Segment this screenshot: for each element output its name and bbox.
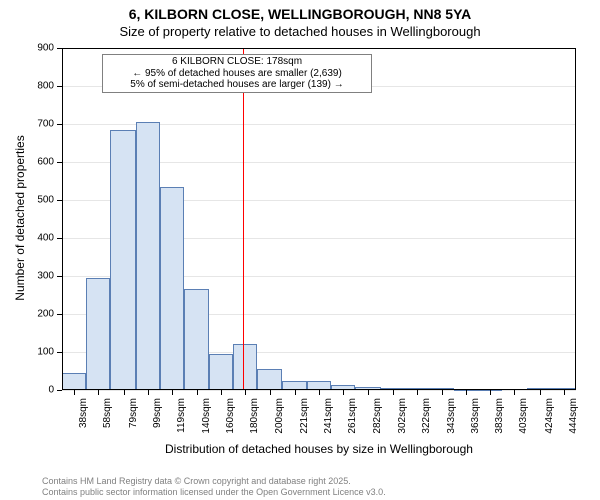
y-tick-label: 100 <box>24 347 54 358</box>
x-tick-label: 119sqm <box>176 398 187 443</box>
plot-area <box>62 48 576 390</box>
y-tick-label: 0 <box>24 385 54 396</box>
x-tick-mark <box>319 390 320 395</box>
annotation-box: 6 KILBORN CLOSE: 178sqm ← 95% of detache… <box>102 54 372 93</box>
x-tick-mark <box>270 390 271 395</box>
y-tick-mark <box>57 390 62 391</box>
annotation-line-1: 6 KILBORN CLOSE: 178sqm <box>107 56 367 68</box>
y-tick-label: 300 <box>24 271 54 282</box>
x-tick-mark <box>490 390 491 395</box>
x-tick-label: 99sqm <box>152 398 163 443</box>
y-tick-mark <box>57 276 62 277</box>
y-tick-label: 700 <box>24 119 54 130</box>
y-axis-label: Number of detached properties <box>13 47 27 389</box>
x-tick-mark <box>124 390 125 395</box>
x-tick-label: 302sqm <box>397 398 408 443</box>
y-tick-label: 400 <box>24 233 54 244</box>
x-tick-label: 241sqm <box>323 398 334 443</box>
x-tick-label: 200sqm <box>274 398 285 443</box>
histogram-bar <box>86 278 110 390</box>
x-tick-label: 38sqm <box>78 398 89 443</box>
y-tick-label: 500 <box>24 195 54 206</box>
x-tick-mark <box>245 390 246 395</box>
x-tick-label: 444sqm <box>568 398 579 443</box>
y-tick-mark <box>57 48 62 49</box>
x-tick-mark <box>172 390 173 395</box>
histogram-bar <box>307 381 331 391</box>
y-tick-label: 900 <box>24 43 54 54</box>
y-tick-mark <box>57 86 62 87</box>
chart-title-sub: Size of property relative to detached ho… <box>0 24 600 39</box>
x-tick-mark <box>197 390 198 395</box>
chart-container: 6, KILBORN CLOSE, WELLINGBOROUGH, NN8 5Y… <box>0 0 600 500</box>
x-tick-label: 261sqm <box>347 398 358 443</box>
x-tick-label: 383sqm <box>494 398 505 443</box>
x-tick-mark <box>343 390 344 395</box>
histogram-bar <box>184 289 209 390</box>
y-tick-label: 800 <box>24 81 54 92</box>
x-axis-label: Distribution of detached houses by size … <box>62 442 576 456</box>
histogram-bar <box>282 381 307 391</box>
histogram-bar <box>62 373 86 390</box>
grid-line <box>62 48 576 49</box>
x-tick-label: 343sqm <box>446 398 457 443</box>
x-tick-label: 403sqm <box>518 398 529 443</box>
x-tick-mark <box>148 390 149 395</box>
y-tick-mark <box>57 352 62 353</box>
x-tick-mark <box>74 390 75 395</box>
x-tick-label: 140sqm <box>201 398 212 443</box>
x-tick-label: 322sqm <box>421 398 432 443</box>
x-tick-mark <box>466 390 467 395</box>
reference-line <box>243 48 244 390</box>
y-tick-label: 200 <box>24 309 54 320</box>
x-tick-label: 58sqm <box>102 398 113 443</box>
x-tick-mark <box>417 390 418 395</box>
x-tick-mark <box>295 390 296 395</box>
x-tick-mark <box>393 390 394 395</box>
histogram-bar <box>209 354 233 390</box>
histogram-bar <box>257 369 281 390</box>
x-tick-label: 363sqm <box>470 398 481 443</box>
x-tick-label: 79sqm <box>128 398 139 443</box>
annotation-line-3: 5% of semi-detached houses are larger (1… <box>107 79 367 91</box>
histogram-bar <box>110 130 135 390</box>
histogram-bar <box>136 122 160 390</box>
x-tick-label: 160sqm <box>225 398 236 443</box>
x-tick-mark <box>368 390 369 395</box>
x-tick-mark <box>221 390 222 395</box>
y-tick-mark <box>57 314 62 315</box>
x-tick-label: 282sqm <box>372 398 383 443</box>
footer-line-2: Contains public sector information licen… <box>42 487 386 498</box>
y-tick-mark <box>57 238 62 239</box>
x-tick-mark <box>540 390 541 395</box>
chart-title-main: 6, KILBORN CLOSE, WELLINGBOROUGH, NN8 5Y… <box>0 6 600 22</box>
footer-line-1: Contains HM Land Registry data © Crown c… <box>42 476 386 487</box>
x-tick-label: 221sqm <box>299 398 310 443</box>
y-tick-mark <box>57 200 62 201</box>
x-tick-mark <box>514 390 515 395</box>
chart-footer: Contains HM Land Registry data © Crown c… <box>42 476 386 498</box>
annotation-line-2: ← 95% of detached houses are smaller (2,… <box>107 68 367 80</box>
histogram-bar <box>233 344 257 390</box>
x-tick-mark <box>442 390 443 395</box>
y-tick-mark <box>57 162 62 163</box>
x-tick-mark <box>98 390 99 395</box>
y-tick-label: 600 <box>24 157 54 168</box>
x-tick-mark <box>564 390 565 395</box>
x-tick-label: 180sqm <box>249 398 260 443</box>
y-tick-mark <box>57 124 62 125</box>
x-tick-label: 424sqm <box>544 398 555 443</box>
histogram-bar <box>160 187 184 390</box>
